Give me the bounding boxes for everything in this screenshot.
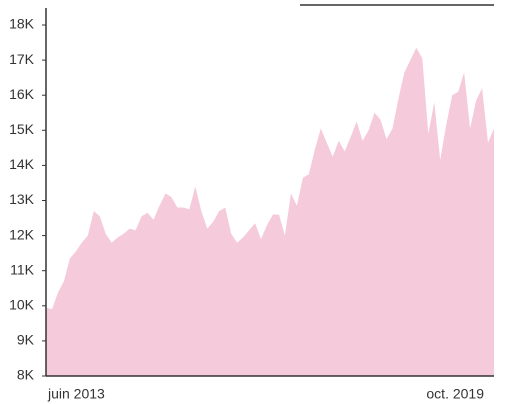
y-tick-label: 15K xyxy=(9,121,35,137)
y-tick-label: 13K xyxy=(9,191,35,207)
y-tick-label: 11K xyxy=(10,261,35,277)
y-tick-label: 14K xyxy=(9,156,35,172)
y-tick-label: 18K xyxy=(9,16,35,32)
y-tick-label: 9K xyxy=(17,332,35,348)
y-tick-label: 16K xyxy=(9,86,35,102)
y-tick-label: 17K xyxy=(9,51,35,67)
y-tick-label: 8K xyxy=(17,367,35,383)
x-tick-label: oct. 2019 xyxy=(426,386,484,402)
area xyxy=(46,47,494,377)
y-tick-label: 10K xyxy=(9,297,35,313)
y-tick-label: 12K xyxy=(9,226,35,242)
x-tick-label: juin 2013 xyxy=(47,386,105,402)
